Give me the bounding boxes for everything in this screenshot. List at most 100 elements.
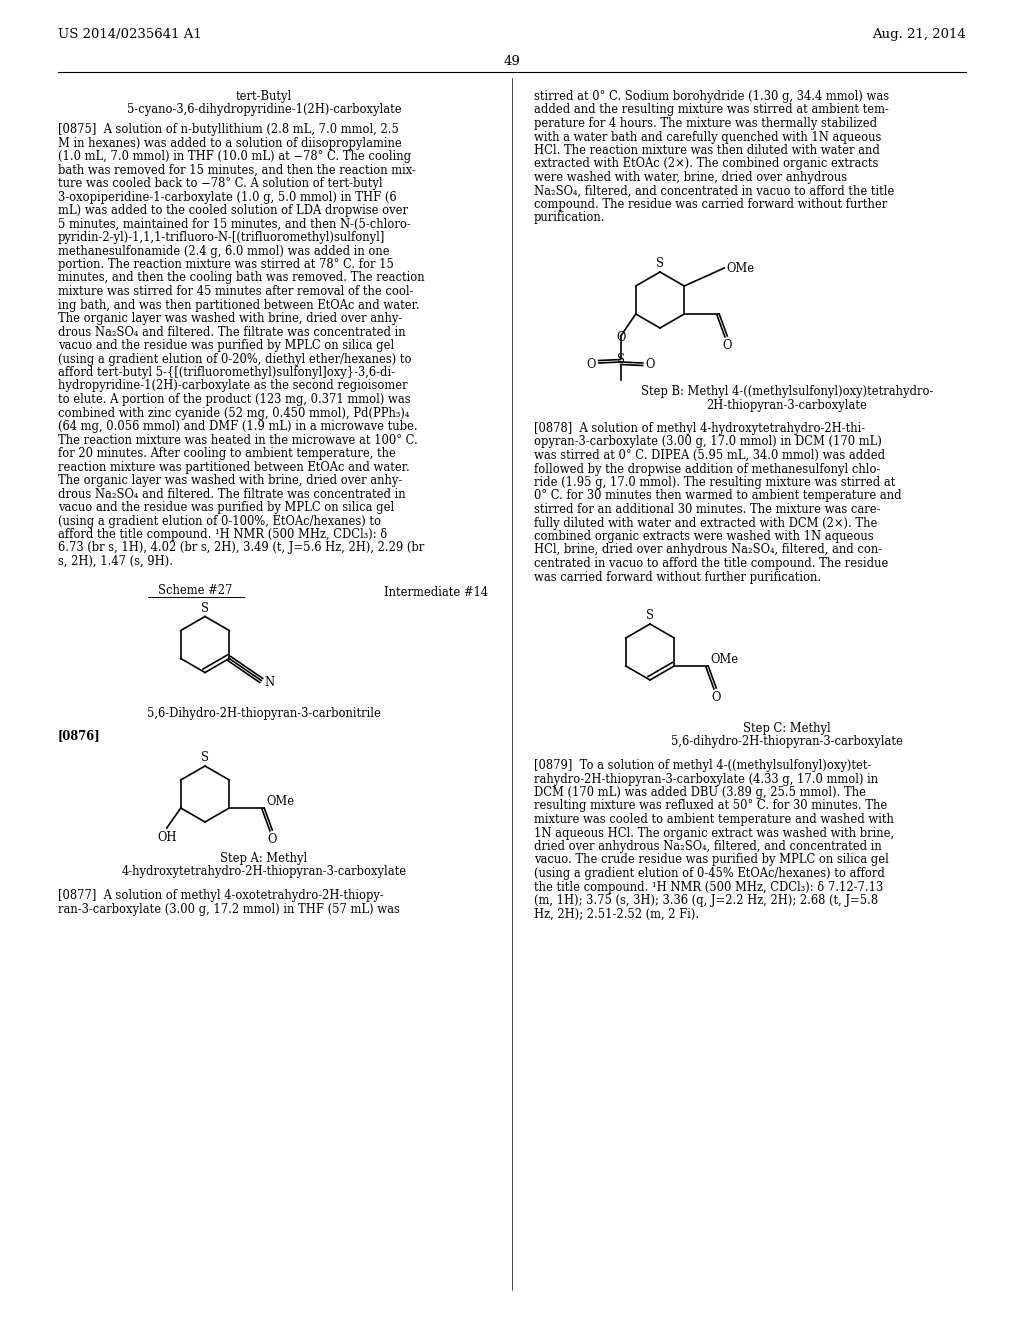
Text: purification.: purification. xyxy=(534,211,605,224)
Text: (m, 1H); 3.75 (s, 3H); 3.36 (q, J=2.2 Hz, 2H); 2.68 (t, J=5.8: (m, 1H); 3.75 (s, 3H); 3.36 (q, J=2.2 Hz… xyxy=(534,894,879,907)
Text: stirred for an additional 30 minutes. The mixture was care-: stirred for an additional 30 minutes. Th… xyxy=(534,503,881,516)
Text: hydropyridine-1(2H)-carboxylate as the second regioisomer: hydropyridine-1(2H)-carboxylate as the s… xyxy=(58,380,408,392)
Text: O: O xyxy=(587,358,596,371)
Text: extracted with EtOAc (2×). The combined organic extracts: extracted with EtOAc (2×). The combined … xyxy=(534,157,879,170)
Text: opyran-3-carboxylate (3.00 g, 17.0 mmol) in DCM (170 mL): opyran-3-carboxylate (3.00 g, 17.0 mmol)… xyxy=(534,436,882,449)
Text: compound. The residue was carried forward without further: compound. The residue was carried forwar… xyxy=(534,198,887,211)
Text: OMe: OMe xyxy=(266,795,294,808)
Text: ture was cooled back to −78° C. A solution of tert-butyl: ture was cooled back to −78° C. A soluti… xyxy=(58,177,383,190)
Text: OMe: OMe xyxy=(726,261,755,275)
Text: Scheme #27: Scheme #27 xyxy=(158,585,232,598)
Text: fully diluted with water and extracted with DCM (2×). The: fully diluted with water and extracted w… xyxy=(534,516,878,529)
Text: O: O xyxy=(646,358,655,371)
Text: pyridin-2-yl)-1,1,1-trifluoro-N-[(trifluoromethyl)sulfonyl]: pyridin-2-yl)-1,1,1-trifluoro-N-[(triflu… xyxy=(58,231,385,244)
Text: vacuo and the residue was purified by MPLC on silica gel: vacuo and the residue was purified by MP… xyxy=(58,339,394,352)
Text: 5-cyano-3,6-dihydropyridine-1(2H)-carboxylate: 5-cyano-3,6-dihydropyridine-1(2H)-carbox… xyxy=(127,103,401,116)
Text: to elute. A portion of the product (123 mg, 0.371 mmol) was: to elute. A portion of the product (123 … xyxy=(58,393,411,407)
Text: centrated in vacuo to afford the title compound. The residue: centrated in vacuo to afford the title c… xyxy=(534,557,889,570)
Text: resulting mixture was refluxed at 50° C. for 30 minutes. The: resulting mixture was refluxed at 50° C.… xyxy=(534,800,887,813)
Text: with a water bath and carefully quenched with 1N aqueous: with a water bath and carefully quenched… xyxy=(534,131,882,144)
Text: minutes, and then the cooling bath was removed. The reaction: minutes, and then the cooling bath was r… xyxy=(58,272,425,285)
Text: reaction mixture was partitioned between EtOAc and water.: reaction mixture was partitioned between… xyxy=(58,461,410,474)
Text: O: O xyxy=(712,690,721,704)
Text: O: O xyxy=(616,331,626,345)
Text: 6.73 (br s, 1H), 4.02 (br s, 2H), 3.49 (t, J=5.6 Hz, 2H), 2.29 (br: 6.73 (br s, 1H), 4.02 (br s, 2H), 3.49 (… xyxy=(58,541,424,554)
Text: added and the resulting mixture was stirred at ambient tem-: added and the resulting mixture was stir… xyxy=(534,103,889,116)
Text: M in hexanes) was added to a solution of diisopropylamine: M in hexanes) was added to a solution of… xyxy=(58,136,401,149)
Text: [0876]: [0876] xyxy=(58,729,100,742)
Text: drous Na₂SO₄ and filtered. The filtrate was concentrated in: drous Na₂SO₄ and filtered. The filtrate … xyxy=(58,487,406,500)
Text: 49: 49 xyxy=(504,55,520,69)
Text: Intermediate #14: Intermediate #14 xyxy=(384,586,488,599)
Text: vacuo. The crude residue was purified by MPLC on silica gel: vacuo. The crude residue was purified by… xyxy=(534,854,889,866)
Text: ran-3-carboxylate (3.00 g, 17.2 mmol) in THF (57 mL) was: ran-3-carboxylate (3.00 g, 17.2 mmol) in… xyxy=(58,903,400,916)
Text: was carried forward without further purification.: was carried forward without further puri… xyxy=(534,570,821,583)
Text: tert-Butyl: tert-Butyl xyxy=(236,90,292,103)
Text: N: N xyxy=(264,676,274,689)
Text: S: S xyxy=(646,609,654,622)
Text: mL) was added to the cooled solution of LDA dropwise over: mL) was added to the cooled solution of … xyxy=(58,205,408,216)
Text: dried over anhydrous Na₂SO₄, filtered, and concentrated in: dried over anhydrous Na₂SO₄, filtered, a… xyxy=(534,840,882,853)
Text: bath was removed for 15 minutes, and then the reaction mix-: bath was removed for 15 minutes, and the… xyxy=(58,164,416,177)
Text: vacuo and the residue was purified by MPLC on silica gel: vacuo and the residue was purified by MP… xyxy=(58,502,394,513)
Text: OMe: OMe xyxy=(711,653,738,667)
Text: stirred at 0° C. Sodium borohydride (1.30 g, 34.4 mmol) was: stirred at 0° C. Sodium borohydride (1.3… xyxy=(534,90,889,103)
Text: O: O xyxy=(267,833,276,846)
Text: portion. The reaction mixture was stirred at 78° C. for 15: portion. The reaction mixture was stirre… xyxy=(58,257,394,271)
Text: followed by the dropwise addition of methanesulfonyl chlo-: followed by the dropwise addition of met… xyxy=(534,462,881,475)
Text: [0879]  To a solution of methyl 4-((methylsulfonyl)oxy)tet-: [0879] To a solution of methyl 4-((methy… xyxy=(534,759,871,772)
Text: Step B: Methyl 4-((methylsulfonyl)oxy)tetrahydro-: Step B: Methyl 4-((methylsulfonyl)oxy)te… xyxy=(641,385,933,399)
Text: (64 mg, 0.056 mmol) and DMF (1.9 mL) in a microwave tube.: (64 mg, 0.056 mmol) and DMF (1.9 mL) in … xyxy=(58,420,418,433)
Text: ride (1.95 g, 17.0 mmol). The resulting mixture was stirred at: ride (1.95 g, 17.0 mmol). The resulting … xyxy=(534,477,895,488)
Text: O: O xyxy=(723,339,732,352)
Text: S: S xyxy=(201,602,209,615)
Text: The organic layer was washed with brine, dried over anhy-: The organic layer was washed with brine,… xyxy=(58,474,402,487)
Text: Step A: Methyl: Step A: Methyl xyxy=(220,851,307,865)
Text: combined with zinc cyanide (52 mg, 0.450 mmol), Pd(PPh₃)₄: combined with zinc cyanide (52 mg, 0.450… xyxy=(58,407,410,420)
Text: (using a gradient elution of 0-45% EtOAc/hexanes) to afford: (using a gradient elution of 0-45% EtOAc… xyxy=(534,867,885,880)
Text: OH: OH xyxy=(157,832,176,843)
Text: [0877]  A solution of methyl 4-oxotetrahydro-2H-thiopy-: [0877] A solution of methyl 4-oxotetrahy… xyxy=(58,888,384,902)
Text: methanesulfonamide (2.4 g, 6.0 mmol) was added in one: methanesulfonamide (2.4 g, 6.0 mmol) was… xyxy=(58,244,389,257)
Text: The organic layer was washed with brine, dried over anhy-: The organic layer was washed with brine,… xyxy=(58,312,402,325)
Text: The reaction mixture was heated in the microwave at 100° C.: The reaction mixture was heated in the m… xyxy=(58,433,418,446)
Text: was stirred at 0° C. DIPEA (5.95 mL, 34.0 mmol) was added: was stirred at 0° C. DIPEA (5.95 mL, 34.… xyxy=(534,449,885,462)
Text: mixture was stirred for 45 minutes after removal of the cool-: mixture was stirred for 45 minutes after… xyxy=(58,285,414,298)
Text: US 2014/0235641 A1: US 2014/0235641 A1 xyxy=(58,28,202,41)
Text: [0875]  A solution of n-butyllithium (2.8 mL, 7.0 mmol, 2.5: [0875] A solution of n-butyllithium (2.8… xyxy=(58,123,399,136)
Text: Step C: Methyl: Step C: Methyl xyxy=(743,722,830,735)
Text: S: S xyxy=(201,751,209,764)
Text: 5 minutes, maintained for 15 minutes, and then N-(5-chloro-: 5 minutes, maintained for 15 minutes, an… xyxy=(58,218,411,231)
Text: 1N aqueous HCl. The organic extract was washed with brine,: 1N aqueous HCl. The organic extract was … xyxy=(534,826,894,840)
Text: 0° C. for 30 minutes then warmed to ambient temperature and: 0° C. for 30 minutes then warmed to ambi… xyxy=(534,490,901,503)
Text: (using a gradient elution of 0-20%, diethyl ether/hexanes) to: (using a gradient elution of 0-20%, diet… xyxy=(58,352,412,366)
Text: 5,6-Dihydro-2H-thiopyran-3-carbonitrile: 5,6-Dihydro-2H-thiopyran-3-carbonitrile xyxy=(147,708,381,721)
Text: were washed with water, brine, dried over anhydrous: were washed with water, brine, dried ove… xyxy=(534,172,847,183)
Text: rahydro-2H-thiopyran-3-carboxylate (4.33 g, 17.0 mmol) in: rahydro-2H-thiopyran-3-carboxylate (4.33… xyxy=(534,772,879,785)
Text: DCM (170 mL) was added DBU (3.89 g, 25.5 mmol). The: DCM (170 mL) was added DBU (3.89 g, 25.5… xyxy=(534,785,866,799)
Text: Aug. 21, 2014: Aug. 21, 2014 xyxy=(872,28,966,41)
Text: mixture was cooled to ambient temperature and washed with: mixture was cooled to ambient temperatur… xyxy=(534,813,894,826)
Text: S: S xyxy=(656,257,664,271)
Text: (1.0 mL, 7.0 mmol) in THF (10.0 mL) at −78° C. The cooling: (1.0 mL, 7.0 mmol) in THF (10.0 mL) at −… xyxy=(58,150,411,162)
Text: 4-hydroxytetrahydro-2H-thiopyran-3-carboxylate: 4-hydroxytetrahydro-2H-thiopyran-3-carbo… xyxy=(122,866,407,879)
Text: afford the title compound. ¹H NMR (500 MHz, CDCl₃): δ: afford the title compound. ¹H NMR (500 M… xyxy=(58,528,387,541)
Text: Na₂SO₄, filtered, and concentrated in vacuo to afford the title: Na₂SO₄, filtered, and concentrated in va… xyxy=(534,185,894,198)
Text: 2H-thiopyran-3-carboxylate: 2H-thiopyran-3-carboxylate xyxy=(707,399,867,412)
Text: S: S xyxy=(616,352,625,366)
Text: s, 2H), 1.47 (s, 9H).: s, 2H), 1.47 (s, 9H). xyxy=(58,554,173,568)
Text: HCl, brine, dried over anhydrous Na₂SO₄, filtered, and con-: HCl, brine, dried over anhydrous Na₂SO₄,… xyxy=(534,544,882,557)
Text: drous Na₂SO₄ and filtered. The filtrate was concentrated in: drous Na₂SO₄ and filtered. The filtrate … xyxy=(58,326,406,338)
Text: [0878]  A solution of methyl 4-hydroxytetrahydro-2H-thi-: [0878] A solution of methyl 4-hydroxytet… xyxy=(534,422,865,436)
Text: the title compound. ¹H NMR (500 MHz, CDCl₃): δ 7.12-7.13: the title compound. ¹H NMR (500 MHz, CDC… xyxy=(534,880,884,894)
Text: (using a gradient elution of 0-100%, EtOAc/hexanes) to: (using a gradient elution of 0-100%, EtO… xyxy=(58,515,381,528)
Text: ing bath, and was then partitioned between EtOAc and water.: ing bath, and was then partitioned betwe… xyxy=(58,298,420,312)
Text: for 20 minutes. After cooling to ambient temperature, the: for 20 minutes. After cooling to ambient… xyxy=(58,447,396,459)
Text: combined organic extracts were washed with 1N aqueous: combined organic extracts were washed wi… xyxy=(534,531,873,543)
Text: Hz, 2H); 2.51-2.52 (m, 2 Fi).: Hz, 2H); 2.51-2.52 (m, 2 Fi). xyxy=(534,908,699,920)
Text: afford tert-butyl 5-{[(trifluoromethyl)sulfonyl]oxy}-3,6-di-: afford tert-butyl 5-{[(trifluoromethyl)s… xyxy=(58,366,395,379)
Text: HCl. The reaction mixture was then diluted with water and: HCl. The reaction mixture was then dilut… xyxy=(534,144,880,157)
Text: perature for 4 hours. The mixture was thermally stabilized: perature for 4 hours. The mixture was th… xyxy=(534,117,878,129)
Text: 3-oxopiperidine-1-carboxylate (1.0 g, 5.0 mmol) in THF (6: 3-oxopiperidine-1-carboxylate (1.0 g, 5.… xyxy=(58,190,396,203)
Text: 5,6-dihydro-2H-thiopyran-3-carboxylate: 5,6-dihydro-2H-thiopyran-3-carboxylate xyxy=(671,735,903,748)
